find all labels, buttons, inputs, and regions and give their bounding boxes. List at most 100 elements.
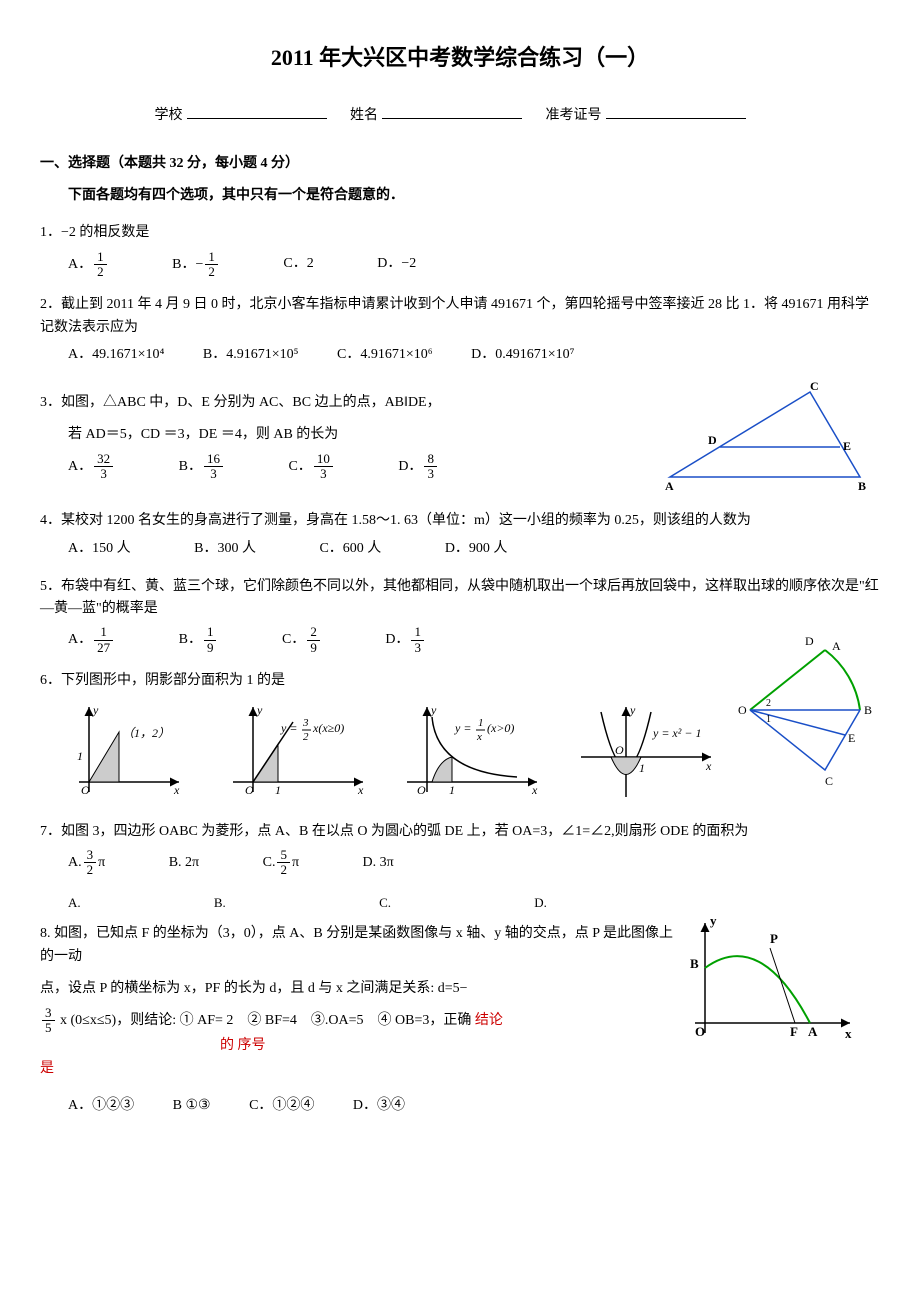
q7-options: A.32π B. 2π C.52π D. 3π [68, 848, 880, 878]
q2-C: C．4.91671×10⁶ [337, 344, 433, 366]
svg-text:E: E [843, 439, 851, 453]
svg-text:B: B [690, 956, 699, 971]
school-blank [187, 118, 327, 119]
svg-text:3: 3 [302, 717, 309, 729]
svg-text:y: y [256, 703, 263, 717]
q7-figure: D A B E C O 2 1 [730, 630, 880, 798]
q8-D: D．③④ [353, 1095, 405, 1117]
svg-text:x(x≥0): x(x≥0) [312, 721, 344, 735]
header-fields: 学校 姓名 准考证号 [40, 105, 880, 127]
svg-text:2: 2 [766, 698, 771, 709]
q2-B: B．4.91671×10⁵ [203, 344, 299, 366]
svg-text:y: y [710, 913, 717, 928]
q1-B: B．−12 [172, 250, 220, 280]
svg-text:D: D [805, 634, 814, 648]
q8-options: A．①②③ B ①③ C．①②④ D．③④ [68, 1095, 680, 1118]
svg-text:O: O [81, 783, 90, 797]
q8-row: 8. 如图，已知点 F 的坐标为（3，0），点 A、B 分别是某函数图像与 x … [40, 913, 880, 1132]
q2-D: D．0.491671×10⁷ [471, 344, 574, 366]
q3-row: 3．如图，△ABC 中，D、E 分别为 AC、BC 边上的点，AB‖DE， 若 … [40, 382, 880, 500]
q8-line3: 是 [40, 1058, 680, 1080]
q8-B: B ①③ [173, 1095, 211, 1117]
q4-A: A．150 人 [68, 538, 131, 560]
q5-C: C．29 [282, 625, 322, 655]
q3-A: A．323 [68, 452, 115, 482]
q6-figD: y O 1 x y = x² − 1 [561, 702, 730, 810]
svg-text:1: 1 [766, 714, 771, 725]
svg-text:D: D [708, 433, 717, 447]
svg-text:F: F [790, 1024, 798, 1039]
q8-C: C．①②④ [249, 1095, 314, 1117]
svg-text:x: x [357, 783, 364, 797]
svg-text:O: O [615, 743, 624, 757]
svg-text:x: x [845, 1026, 852, 1041]
school-label: 学校 [155, 108, 183, 123]
svg-text:1: 1 [77, 749, 83, 763]
svg-text:B: B [864, 703, 872, 717]
svg-text:1: 1 [449, 783, 455, 797]
q4-B: B．300 人 [194, 538, 256, 560]
q6-figC: y O 1 x y = 1 x (x>0) [388, 702, 557, 810]
svg-text:C: C [825, 774, 833, 788]
q3-B: B．163 [179, 452, 225, 482]
svg-text:2: 2 [303, 731, 309, 743]
svg-text:x: x [173, 783, 180, 797]
svg-text:y =: y = [454, 721, 471, 735]
exam-label: 准考证号 [546, 108, 602, 123]
q5-A: A．127 [68, 625, 115, 655]
svg-text:A: A [665, 479, 674, 492]
q3-figure: A B C D E [660, 382, 880, 500]
svg-text:E: E [848, 731, 855, 745]
q3-line2: 若 AD＝5，CD ＝3，DE ＝4，则 AB 的长为 [68, 424, 660, 446]
svg-text:y =: y = [280, 721, 297, 735]
svg-text:y: y [629, 703, 636, 717]
q6-figB: y O 1 x y = 3 2 x(x≥0) [214, 702, 383, 810]
name-label: 姓名 [350, 108, 378, 123]
section1-instruction: 下面各题均有四个选项，其中只有一个是符合题意的． [68, 185, 880, 207]
q8-A: A．①②③ [68, 1095, 134, 1117]
svg-text:O: O [738, 703, 747, 717]
svg-text:(x>0): (x>0) [487, 721, 514, 735]
q3-C: C．103 [288, 452, 334, 482]
svg-text:y: y [430, 703, 437, 717]
svg-text:y = x² − 1: y = x² − 1 [652, 726, 701, 740]
q1-D: D．−2 [377, 253, 416, 275]
q8-figure: y x O B P F A [680, 913, 880, 1132]
q2-options: A．49.1671×10⁴ B．4.91671×10⁵ C．4.91671×10… [68, 344, 880, 367]
svg-text:1: 1 [478, 717, 484, 729]
q8-line2b: 35 x (0≤x≤5)，则结论: ① AF= 2 ② BF=4 ③.OA=5 … [40, 1006, 680, 1058]
svg-text:1: 1 [639, 761, 645, 775]
svg-text:B: B [858, 479, 866, 492]
section1-title: 一、选择题（本题共 32 分，每小题 4 分） [40, 153, 880, 175]
q6-figures: y （1，2） 1 O x y O 1 x y = 3 2 x(x≥0) [40, 702, 730, 810]
svg-text:x: x [476, 731, 482, 743]
svg-text:1: 1 [275, 783, 281, 797]
q5-D: D．13 [385, 625, 426, 655]
svg-text:O: O [417, 783, 426, 797]
svg-text:O: O [695, 1024, 705, 1039]
q3-options: A．323 B．163 C．103 D．83 [68, 452, 660, 482]
q5-B: B．19 [179, 625, 219, 655]
page-title: 2011 年大兴区中考数学综合练习（一） [40, 40, 880, 75]
q6-label-D: D. [534, 895, 547, 910]
svg-text:O: O [245, 783, 254, 797]
q6-figA: y （1，2） 1 O x [40, 702, 209, 810]
q3-D: D．83 [398, 452, 439, 482]
q8-line2: 点，设点 P 的横坐标为 x，PF 的长为 d，且 d 与 x 之间满足关系: … [40, 978, 680, 1000]
q4-options: A．150 人 B．300 人 C．600 人 D．900 人 [68, 538, 880, 561]
q6-label-B: B. [214, 895, 226, 910]
q8-line1: 8. 如图，已知点 F 的坐标为（3，0），点 A、B 分别是某函数图像与 x … [40, 923, 680, 968]
q1-stem: 1．−2 的相反数是 [40, 222, 880, 244]
q6-label-C: C. [379, 895, 391, 910]
svg-text:x: x [705, 759, 712, 773]
q5-stem: 5．布袋中有红、黄、蓝三个球，它们除颜色不同以外，其他都相同，从袋中随机取出一个… [40, 576, 880, 621]
svg-text:C: C [810, 382, 819, 393]
svg-text:P: P [770, 931, 778, 946]
q4-D: D．900 人 [445, 538, 508, 560]
exam-blank [606, 118, 746, 119]
svg-text:y: y [92, 703, 99, 717]
q7-A: A.32π [68, 848, 105, 878]
q2-stem: 2．截止到 2011 年 4 月 9 日 0 时，北京小客车指标申请累计收到个人… [40, 294, 880, 339]
q7-C: C.52π [263, 848, 299, 878]
name-blank [382, 118, 522, 119]
